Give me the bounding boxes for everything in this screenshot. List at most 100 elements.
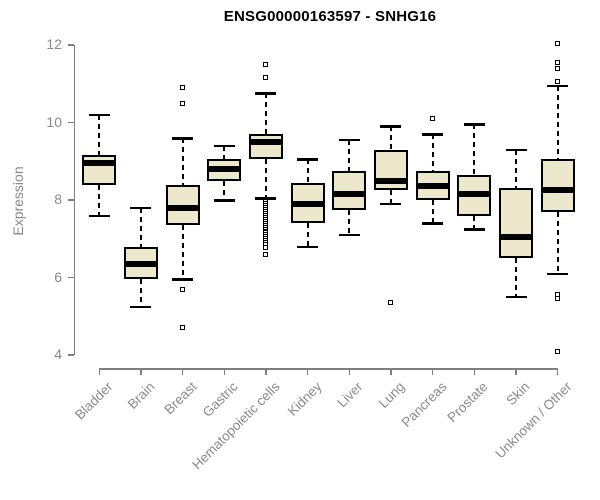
whisker-lower <box>264 159 267 199</box>
outlier-point <box>180 100 186 106</box>
y-tick-label: 6 <box>54 268 62 285</box>
median-line <box>290 200 325 207</box>
whisker-cap-upper <box>380 125 402 128</box>
y-tick-label: 12 <box>46 36 62 52</box>
whisker-lower <box>139 279 142 307</box>
x-axis-tick <box>265 368 267 375</box>
y-tick-label: 4 <box>54 346 62 362</box>
box <box>332 170 367 210</box>
whisker-cap-upper <box>213 144 235 148</box>
whisker-cap-upper <box>463 123 485 126</box>
median-line <box>415 183 450 190</box>
y-tick-label: 10 <box>46 113 62 130</box>
whisker-lower <box>389 190 392 204</box>
whisker-lower <box>181 225 184 280</box>
whisker-cap-upper <box>88 113 110 117</box>
whisker-cap-upper <box>255 92 277 95</box>
whisker-cap-lower <box>505 295 527 299</box>
whisker-lower <box>515 258 517 297</box>
whisker-upper <box>389 126 392 150</box>
y-axis-tick <box>67 121 74 124</box>
outlier-point <box>430 116 436 122</box>
x-axis-tick <box>473 368 476 375</box>
x-axis-line <box>98 368 559 370</box>
whisker-cap-lower <box>297 245 319 248</box>
outlier-point <box>555 348 561 354</box>
whisker-cap-lower <box>380 202 402 206</box>
outlier-point <box>263 75 269 81</box>
whisker-lower <box>556 211 559 274</box>
box <box>499 188 533 259</box>
whisker-upper <box>306 159 309 183</box>
chart-title: ENSG00000163597 - SNHG16 <box>223 8 437 25</box>
y-axis-tick <box>67 44 74 46</box>
median-line <box>123 260 158 267</box>
x-axis-tick <box>223 368 226 375</box>
whisker-cap-upper <box>297 158 319 161</box>
outlier-point <box>555 59 561 65</box>
box <box>248 134 283 160</box>
outlier-point <box>555 40 561 46</box>
whisker-lower <box>223 180 226 200</box>
whisker-cap-lower <box>172 278 194 281</box>
median-line <box>165 204 200 211</box>
whisker-upper <box>98 114 101 156</box>
whisker-upper <box>264 93 267 135</box>
outlier-point <box>180 85 186 91</box>
whisker-lower <box>473 215 476 230</box>
median-line <box>499 233 533 240</box>
x-axis-tick <box>556 368 559 375</box>
median-line <box>540 187 575 194</box>
whisker-cap-lower <box>255 197 277 200</box>
median-line <box>373 177 408 184</box>
whisker-cap-lower <box>422 222 444 225</box>
box <box>540 159 575 212</box>
x-axis-tick <box>348 368 351 375</box>
whisker-upper <box>223 145 226 160</box>
y-axis-line <box>73 45 75 355</box>
x-axis-tick <box>306 368 309 375</box>
whisker-lower <box>306 223 309 247</box>
y-axis-tick <box>67 276 74 279</box>
box <box>373 149 408 191</box>
outlier-point <box>555 65 561 71</box>
whisker-lower <box>348 209 351 235</box>
whisker-cap-lower <box>88 214 110 217</box>
outlier-point <box>263 244 269 250</box>
whisker-upper <box>473 124 476 175</box>
whisker-cap-lower <box>463 228 485 231</box>
whisker-lower <box>431 200 434 224</box>
median-line <box>332 191 367 198</box>
whisker-cap-upper <box>422 133 444 136</box>
y-axis-tick <box>67 354 74 356</box>
whisker-upper <box>348 139 351 171</box>
whisker-upper <box>139 207 142 247</box>
whisker-upper <box>556 85 559 160</box>
whisker-upper <box>431 134 434 171</box>
x-axis-tick <box>140 368 142 375</box>
median-line <box>82 160 117 167</box>
outlier-point <box>180 286 186 292</box>
whisker-lower <box>98 184 101 216</box>
whisker-cap-lower <box>338 233 360 237</box>
x-axis-tick <box>98 368 101 375</box>
outlier-point <box>180 325 186 331</box>
outlier-point <box>388 300 394 306</box>
whisker-cap-upper <box>172 137 194 140</box>
whisker-upper <box>181 138 184 185</box>
outlier-point <box>555 296 561 302</box>
outlier-point <box>263 61 269 67</box>
median-line <box>207 166 242 172</box>
y-axis-tick <box>67 199 74 201</box>
whisker-cap-upper <box>130 206 152 210</box>
whisker-upper <box>515 149 517 189</box>
whisker-cap-lower <box>130 305 152 309</box>
median-line <box>248 138 283 145</box>
whisker-cap-lower <box>547 272 569 276</box>
y-tick-label: 8 <box>54 191 62 207</box>
median-line <box>457 191 492 198</box>
whisker-cap-upper <box>338 138 360 142</box>
x-axis-tick <box>181 368 184 375</box>
